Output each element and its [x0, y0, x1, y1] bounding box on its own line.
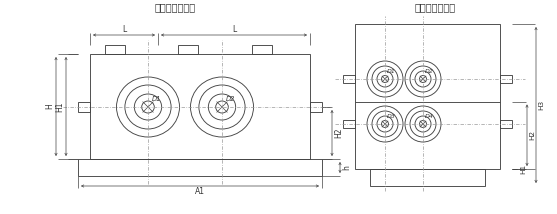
- Bar: [500, 120, 512, 128]
- Text: D4: D4: [425, 114, 434, 119]
- Text: h: h: [342, 165, 351, 170]
- Bar: [343, 75, 355, 83]
- Text: H3: H3: [538, 100, 544, 110]
- Text: A1: A1: [195, 187, 205, 196]
- Text: D3: D3: [387, 114, 396, 119]
- Text: D1: D1: [152, 96, 162, 102]
- Text: H1: H1: [55, 101, 64, 112]
- Text: D2: D2: [226, 96, 236, 102]
- Text: H: H: [45, 104, 54, 109]
- Text: D1: D1: [387, 69, 396, 74]
- Bar: [370, 169, 485, 186]
- Bar: [78, 102, 90, 112]
- Text: D2: D2: [425, 69, 434, 74]
- Bar: [178, 45, 198, 54]
- Bar: [252, 45, 272, 54]
- Text: 单层（双管夹）: 单层（双管夹）: [154, 2, 196, 12]
- Text: H2: H2: [529, 130, 535, 140]
- Text: L: L: [122, 24, 126, 34]
- Bar: [310, 102, 322, 112]
- Bar: [355, 24, 500, 169]
- Bar: [90, 54, 310, 159]
- Bar: [78, 159, 322, 176]
- Bar: [343, 120, 355, 128]
- Text: L: L: [232, 24, 236, 34]
- Bar: [500, 75, 512, 83]
- Text: H2: H2: [334, 128, 343, 138]
- Bar: [105, 45, 125, 54]
- Text: 双层（双管夹）: 双层（双管夹）: [414, 2, 456, 12]
- Text: H1: H1: [520, 164, 526, 174]
